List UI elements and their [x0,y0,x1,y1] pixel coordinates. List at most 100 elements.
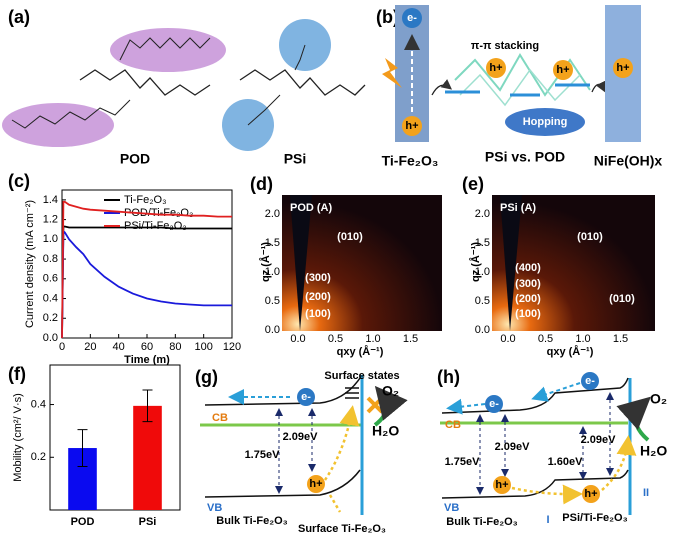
y-tick-label: 1.5 [475,237,490,249]
polymer-label: POD [120,151,150,167]
arrow [591,80,606,93]
panel-h: (h) CB VB 1.75eV 2.09eV 1.60eV 2.09eV e-… [437,367,667,528]
bulk-label: Bulk Ti-Fe₂O₃ [446,516,518,528]
inset-label: PSi (A) [500,202,536,214]
x-tick-label: 0.5 [538,333,553,345]
y-axis-label: qz (Å⁻¹) [259,242,272,282]
peak-label: (010) [337,231,363,243]
y-axis-label: qz (Å⁻¹) [469,242,482,282]
y-tick-label: 0.2 [43,312,58,324]
electron [402,8,422,28]
h2o-label: H₂O [640,443,667,459]
backbone [239,69,366,96]
x-tick-label: 0.5 [328,333,343,345]
x-axis-label: Time (m) [124,354,170,366]
gap-label: 2.09eV [283,431,319,443]
valence-band [441,469,629,499]
arrow [431,79,453,96]
x-tick-label: 0 [59,341,65,353]
panel-d: (d) POD (A) (010) (300) (200) (100) qz (… [250,174,442,358]
gap-label: 2.09eV [581,434,617,446]
side-chain [119,37,211,61]
hole-label: h+ [495,479,508,491]
beamstop-shadow [290,195,312,331]
bulk-label: Bulk Ti-Fe₂O₃ [216,515,288,527]
hole-path [323,405,360,481]
y-tick-label: 1.2 [43,214,58,226]
panel-e: (e) PSi (A) (010) (400) (300) (200) (100… [462,174,655,358]
y-tick-label: 1.4 [43,194,58,206]
surface-states [345,387,359,399]
panel-label: (a) [8,7,30,27]
panel-label: (g) [195,367,218,387]
x-tick-label: 80 [169,341,181,353]
panel-label: (c) [8,171,30,191]
y-tick-label: 0.2 [31,451,46,463]
legend-label: Ti-Fe₂O₃ [124,194,167,206]
hole-label: h+ [489,62,502,74]
blocked-mark [366,396,384,414]
y-tick-label: 1.0 [43,233,58,245]
hole [307,475,325,493]
electron-label: e- [407,12,417,24]
electron-label: e- [489,398,499,410]
side-chain-highlight [2,103,114,147]
y-axis-label: Current density (mA cm⁻²) [24,200,36,328]
panel-label: (d) [250,174,273,194]
series-line [61,200,232,339]
gap-label: 1.60eV [548,456,584,468]
hole-label: h+ [584,488,597,500]
side-chain [11,99,131,129]
peak-label: (200) [305,291,331,303]
y-tick-label: 0.5 [475,295,490,307]
region-label: II [643,487,649,499]
x-tick-label: 1.0 [365,333,380,345]
region-label: I [546,514,549,526]
panel-b: (b) e- h+ π-π stacking h+ h+ Hopping h+ … [376,5,662,169]
electron-path [446,398,486,415]
x-tick-label: 1.5 [403,333,418,345]
x-tick-label: 0.0 [290,333,305,345]
electron [581,372,599,390]
o2-label: O₂ [382,383,399,399]
panel-a: (a) POD PSi [2,7,366,167]
y-tick-label: 1.0 [265,266,280,278]
electrode-label: Ti-Fe₂O₃ [382,153,439,169]
x-tick-label: 1.5 [613,333,628,345]
gap-label: 1.75eV [445,456,481,468]
hole [493,476,511,494]
panel-label: (f) [8,364,26,384]
series-line [61,229,232,339]
hole [486,58,506,78]
side-chain-highlight [110,28,226,72]
conduction-band [441,377,629,414]
y-tick-label: 2.0 [475,208,490,220]
electron-path [531,382,581,402]
hole-label: h+ [309,478,322,490]
inset-label: POD (A) [290,202,333,214]
electron-label: e- [301,391,311,403]
peak-label: (400) [515,262,541,274]
y-tick-label: 0.5 [265,295,280,307]
peak-label: (300) [305,272,331,284]
hole-label: h+ [405,120,418,132]
plot-frame [49,364,181,511]
hole [613,58,633,78]
y-tick-label: 0.4 [31,398,46,410]
hopping-label: Hopping [523,116,568,128]
h2o-label: H₂O [372,423,399,439]
y-tick-label: 0.0 [43,332,58,344]
legend-label: PSi/Ti-Fe₂O₃ [124,220,187,232]
vb-label: VB [444,502,459,514]
hopping-badge [505,108,585,136]
panel-label: (h) [437,367,460,387]
gap-label: 1.75eV [245,449,281,461]
hole [402,116,422,136]
interface-label: PSi/Ti-Fe₂O₃ [562,512,627,524]
x-tick-label: PSi [139,516,157,528]
hole [553,60,573,80]
peak-label: (100) [305,308,331,320]
electron [297,388,315,406]
polymer-strand [459,68,581,107]
peak-label: (200) [515,293,541,305]
